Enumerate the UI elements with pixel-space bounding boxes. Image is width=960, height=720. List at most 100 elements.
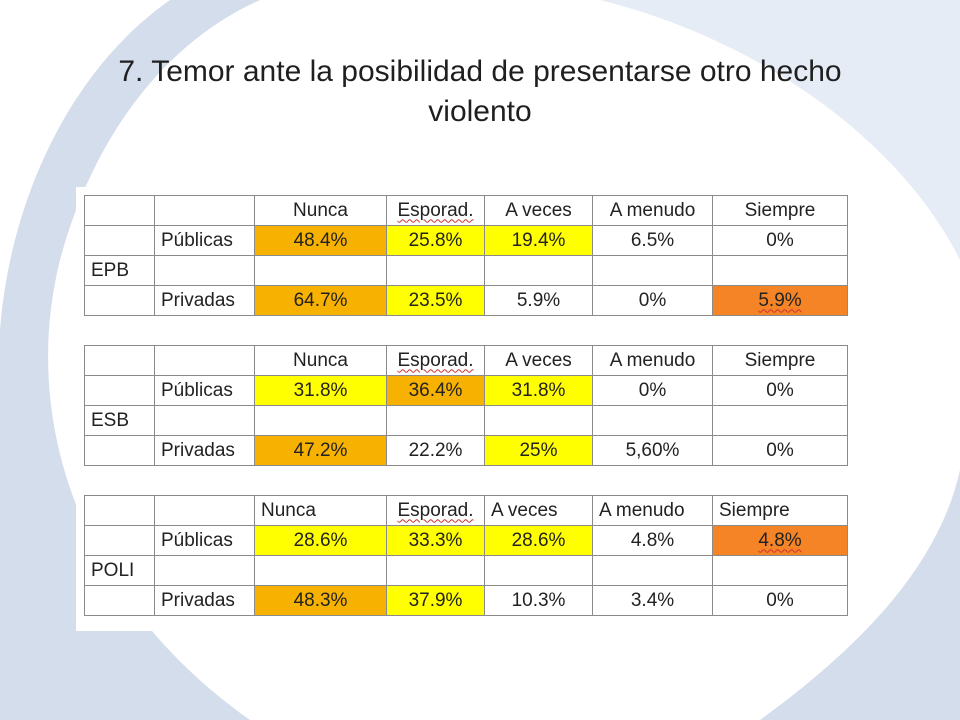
column-header: Siempre bbox=[712, 345, 848, 376]
empty-cell bbox=[154, 255, 255, 286]
value-cell: 10.3% bbox=[484, 585, 593, 616]
row-label: Públicas bbox=[154, 225, 255, 256]
column-header-text: Esporad. bbox=[397, 499, 474, 521]
empty-cell bbox=[154, 405, 255, 436]
value-cell: 0% bbox=[712, 585, 848, 616]
value-cell: 47.2% bbox=[254, 435, 387, 466]
table-row: Privadas 48.3% 37.9% 10.3% 3.4% 0% bbox=[84, 585, 848, 616]
empty-cell bbox=[254, 255, 387, 286]
column-header: Nunca bbox=[254, 195, 387, 226]
value-cell: 48.3% bbox=[254, 585, 387, 616]
column-header: Siempre bbox=[712, 195, 848, 226]
value-cell: 48.4% bbox=[254, 225, 387, 256]
column-header: A menudo bbox=[592, 195, 713, 226]
value-cell: 19.4% bbox=[484, 225, 593, 256]
empty-cell bbox=[484, 555, 593, 586]
empty-cell bbox=[84, 345, 155, 376]
column-header: Nunca bbox=[254, 345, 387, 376]
value-text: 4.8% bbox=[758, 529, 802, 551]
empty-cell bbox=[84, 285, 155, 316]
value-cell: 31.8% bbox=[254, 375, 387, 406]
table-row: Privadas 47.2% 22.2% 25% 5,60% 0% bbox=[84, 435, 848, 466]
empty-cell bbox=[386, 555, 485, 586]
value-cell: 6.5% bbox=[592, 225, 713, 256]
empty-cell bbox=[84, 525, 155, 556]
slide-title-line-1: 7. Temor ante la posibilidad de presenta… bbox=[118, 55, 842, 88]
column-header: A veces bbox=[484, 195, 593, 226]
empty-cell bbox=[254, 555, 387, 586]
column-header: Esporad. bbox=[386, 495, 485, 526]
group-label: POLI bbox=[84, 555, 155, 586]
value-cell: 28.6% bbox=[254, 525, 387, 556]
empty-cell bbox=[484, 405, 593, 436]
value-cell: 5,60% bbox=[592, 435, 713, 466]
table-row: Privadas 64.7% 23.5% 5.9% 0% 5.9% bbox=[84, 285, 848, 316]
slide-title: 7. Temor ante la posibilidad de presenta… bbox=[40, 52, 920, 132]
table-row: ESB bbox=[84, 405, 848, 436]
table-header-row: Nunca Esporad. A veces A menudo Siempre bbox=[84, 345, 848, 376]
empty-cell bbox=[592, 255, 713, 286]
value-cell: 23.5% bbox=[386, 285, 485, 316]
table-row: POLI bbox=[84, 555, 848, 586]
empty-cell bbox=[84, 585, 155, 616]
value-cell: 4.8% bbox=[592, 525, 713, 556]
value-cell: 4.8% bbox=[712, 525, 848, 556]
esb-table: Nunca Esporad. A veces A menudo Siempre … bbox=[84, 345, 848, 466]
row-label: Públicas bbox=[154, 525, 255, 556]
column-header: Siempre bbox=[712, 495, 848, 526]
empty-cell bbox=[84, 225, 155, 256]
value-cell: 5.9% bbox=[484, 285, 593, 316]
empty-cell bbox=[712, 555, 848, 586]
value-cell: 0% bbox=[712, 435, 848, 466]
tables-panel: Nunca Esporad. A veces A menudo Siempre … bbox=[76, 187, 860, 631]
column-header: Esporad. bbox=[386, 345, 485, 376]
epb-table: Nunca Esporad. A veces A menudo Siempre … bbox=[84, 195, 848, 316]
value-cell: 0% bbox=[712, 375, 848, 406]
value-cell: 0% bbox=[592, 375, 713, 406]
value-cell: 25% bbox=[484, 435, 593, 466]
table-header-row: Nunca Esporad. A veces A menudo Siempre bbox=[84, 495, 848, 526]
empty-cell bbox=[712, 255, 848, 286]
value-cell: 0% bbox=[592, 285, 713, 316]
value-cell: 3.4% bbox=[592, 585, 713, 616]
row-label: Privadas bbox=[154, 585, 255, 616]
row-label: Privadas bbox=[154, 285, 255, 316]
empty-cell bbox=[254, 405, 387, 436]
value-cell: 22.2% bbox=[386, 435, 485, 466]
slide-title-line-2: violento bbox=[428, 95, 532, 128]
row-label: Privadas bbox=[154, 435, 255, 466]
empty-cell bbox=[84, 195, 155, 226]
value-cell: 5.9% bbox=[712, 285, 848, 316]
value-cell: 31.8% bbox=[484, 375, 593, 406]
value-cell: 64.7% bbox=[254, 285, 387, 316]
group-label: ESB bbox=[84, 405, 155, 436]
table-header-row: Nunca Esporad. A veces A menudo Siempre bbox=[84, 195, 848, 226]
table-row: EPB bbox=[84, 255, 848, 286]
value-cell: 25.8% bbox=[386, 225, 485, 256]
empty-cell bbox=[84, 375, 155, 406]
column-header: Esporad. bbox=[386, 195, 485, 226]
column-header-text: Esporad. bbox=[397, 349, 474, 371]
column-header-text: Esporad. bbox=[397, 199, 474, 221]
empty-cell bbox=[592, 555, 713, 586]
empty-cell bbox=[154, 555, 255, 586]
empty-cell bbox=[154, 345, 255, 376]
empty-cell bbox=[84, 495, 155, 526]
value-cell: 37.9% bbox=[386, 585, 485, 616]
row-label: Públicas bbox=[154, 375, 255, 406]
empty-cell bbox=[386, 255, 485, 286]
empty-cell bbox=[484, 255, 593, 286]
table-row: Públicas 48.4% 25.8% 19.4% 6.5% 0% bbox=[84, 225, 848, 256]
column-header: Nunca bbox=[254, 495, 387, 526]
column-header: A veces bbox=[484, 495, 593, 526]
table-row: Públicas 31.8% 36.4% 31.8% 0% 0% bbox=[84, 375, 848, 406]
group-label: EPB bbox=[84, 255, 155, 286]
column-header: A veces bbox=[484, 345, 593, 376]
empty-cell bbox=[154, 495, 255, 526]
value-cell: 28.6% bbox=[484, 525, 593, 556]
value-cell: 0% bbox=[712, 225, 848, 256]
empty-cell bbox=[592, 405, 713, 436]
table-row: Públicas 28.6% 33.3% 28.6% 4.8% 4.8% bbox=[84, 525, 848, 556]
value-cell: 33.3% bbox=[386, 525, 485, 556]
